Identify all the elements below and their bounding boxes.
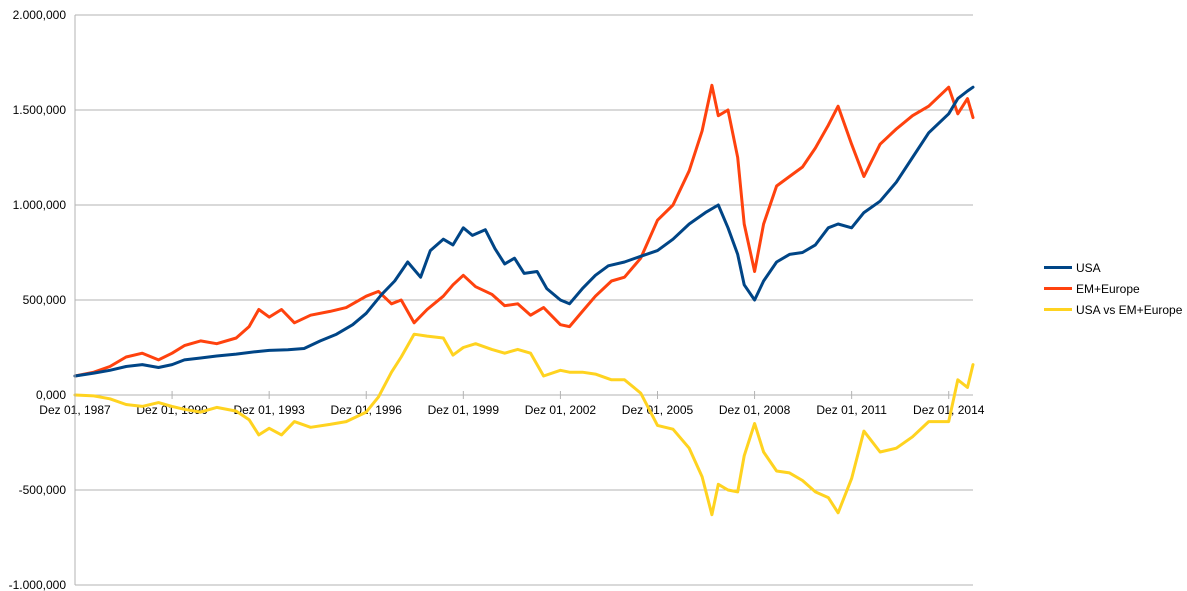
legend-item-usa: USA (1044, 257, 1182, 278)
legend-swatch-usa (1044, 266, 1072, 269)
legend: USA EM+Europe USA vs EM+Europe (1044, 257, 1182, 320)
legend-item-usa-vs-em-europe: USA vs EM+Europe (1044, 299, 1182, 320)
legend-label-usa: USA (1076, 260, 1101, 275)
y-tick-label: 1.500,000 (13, 103, 67, 117)
x-tick-label: Dez 01, 1990 (136, 403, 208, 417)
x-axis-tick-labels: Dez 01, 1987 Dez 01, 1990 Dez 01, 1993 Dez … (39, 391, 985, 417)
x-tick-label: Dez 01, 2014 (913, 403, 985, 417)
y-tick-label: 2.000,000 (13, 8, 67, 22)
x-tick-label: Dez 01, 1999 (428, 403, 500, 417)
y-tick-label: 500,000 (23, 293, 67, 307)
series-line-usa-vs-em-europe (73, 332, 975, 517)
y-tick-label: -500,000 (19, 483, 67, 497)
x-tick-label: Dez 01, 2002 (525, 403, 597, 417)
legend-item-em-europe: EM+Europe (1044, 278, 1182, 299)
series-line-em-europe (73, 83, 975, 378)
legend-swatch-em-europe (1044, 287, 1072, 290)
x-tick-label: Dez 01, 1993 (233, 403, 305, 417)
y-tick-label: 1.000,000 (13, 198, 67, 212)
y-tick-label: -1.000,000 (9, 578, 67, 591)
x-tick-label: Dez 01, 2005 (622, 403, 694, 417)
x-tick-label: Dez 01, 2011 (816, 403, 887, 417)
x-tick-label: Dez 01, 2008 (719, 403, 791, 417)
legend-label-em-europe: EM+Europe (1076, 281, 1140, 296)
legend-swatch-usa-vs-em-europe (1044, 308, 1072, 311)
legend-label-usa-vs-em-europe: USA vs EM+Europe (1076, 302, 1183, 317)
y-tick-label: 0,000 (36, 388, 66, 402)
y-axis-tick-labels: 2.000,000 1.500,000 1.000,000 500,000 0,000 -… (9, 8, 67, 591)
series-lines (73, 83, 975, 517)
gridlines (75, 14, 973, 586)
series-line-usa (73, 85, 975, 378)
